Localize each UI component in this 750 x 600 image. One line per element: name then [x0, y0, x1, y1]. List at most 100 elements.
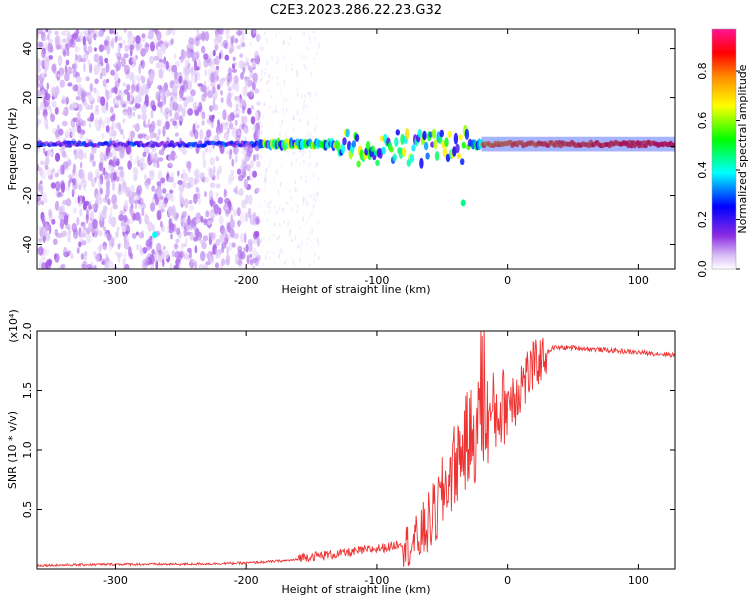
heatmap-cell [131, 72, 135, 82]
heatmap-cell [278, 253, 280, 259]
heatmap-cell [282, 111, 285, 117]
heatmap-cell [256, 153, 259, 161]
heatmap-cell [249, 42, 252, 47]
heatmap-cell [303, 159, 305, 164]
heatmap-cell [129, 152, 133, 162]
heatmap-cell [229, 228, 235, 238]
heatmap-cell [282, 249, 284, 255]
heatmap-cell [122, 39, 126, 46]
heatmap-cell [48, 55, 53, 60]
heatmap-cell [51, 218, 56, 225]
heatmap-cell [39, 180, 43, 185]
heatmap-cell [241, 149, 247, 155]
heatmap-cell [45, 164, 49, 170]
heatmap-cell [193, 193, 198, 204]
heatmap-cell [177, 180, 183, 185]
heatmap-cell [105, 35, 111, 42]
heatmap-cell [156, 119, 163, 128]
heatmap-cell [152, 231, 158, 239]
heatmap-cell [276, 75, 278, 80]
heatmap-cell [218, 52, 222, 60]
heatmap-cell [147, 152, 151, 162]
heatmap-cell [72, 178, 77, 186]
heatmap-cell [119, 210, 126, 215]
heatmap-cell [142, 151, 147, 158]
heatmap-cell [313, 30, 315, 33]
heatmap-cell [155, 90, 160, 101]
heatmap-cell [307, 131, 309, 137]
snr-x-tick-label: 0 [504, 574, 511, 587]
heatmap-cell [257, 237, 261, 247]
heatmap-cell [62, 38, 67, 43]
heatmap-cell [165, 30, 170, 36]
heatmap-cell [77, 118, 84, 127]
heatmap-cell [201, 84, 207, 93]
heatmap-cell [80, 31, 83, 40]
heatmap-cell [126, 235, 130, 242]
heatmap-cell [37, 225, 42, 230]
heatmap-cell [309, 39, 312, 44]
heatmap-cell [157, 101, 164, 108]
heatmap-cell [252, 72, 258, 83]
heatmap-cell [156, 187, 163, 198]
heatmap-cell [98, 178, 102, 189]
heatmap-cell [197, 83, 203, 87]
heatmap-cell [39, 167, 43, 177]
heatmap-cell [63, 246, 68, 258]
heatmap-cell [252, 170, 257, 178]
heatmap-cell [299, 258, 302, 262]
heatmap-cell [183, 101, 188, 108]
heatmap-cell [39, 41, 44, 48]
heatmap-cell [99, 72, 103, 80]
heatmap-cell [147, 221, 154, 232]
heatmap-cell [141, 162, 147, 170]
heatmap-cell [234, 119, 238, 126]
heatmap-cell [379, 135, 385, 142]
heatmap-cell [41, 262, 47, 269]
heatmap-cell [127, 111, 133, 119]
heatmap-cell [83, 254, 88, 261]
heatmap-cell [230, 169, 235, 175]
heatmap-cell [126, 69, 129, 78]
heatmap-cell [48, 258, 51, 267]
heatmap-cell [149, 254, 155, 265]
heatmap-cell [406, 158, 411, 167]
heatmap-cell [246, 164, 251, 172]
heatmap-cell [309, 162, 311, 165]
heatmap-frame [36, 28, 676, 270]
heatmap-cell [247, 194, 253, 206]
heatmap-cell [405, 128, 410, 140]
heatmap-cell [305, 104, 307, 109]
heatmap-cell [82, 195, 86, 204]
heatmap-cell [294, 263, 296, 266]
heatmap-cell [158, 63, 164, 69]
heatmap-cell [234, 61, 237, 67]
heatmap-cell [110, 126, 114, 131]
heatmap-cell [296, 204, 299, 208]
heatmap-cell [127, 30, 133, 42]
heatmap-cell [289, 37, 292, 40]
heatmap-cell [196, 124, 200, 129]
heatmap-cell [98, 63, 102, 72]
heatmap-cell [299, 244, 302, 250]
heatmap-cell [236, 207, 241, 217]
heatmap-cell [112, 203, 118, 210]
heatmap-y-tick-label: 20 [21, 91, 34, 105]
heatmap-cell [74, 165, 77, 173]
heatmap-cell [266, 60, 268, 66]
heatmap-cell [65, 96, 69, 105]
heatmap-cell [220, 225, 225, 236]
heatmap-cell [210, 72, 215, 83]
heatmap-cell [171, 205, 176, 216]
heatmap-cell [231, 83, 236, 89]
heatmap-cell [271, 125, 273, 128]
heatmap-cell [118, 183, 122, 192]
heatmap-cell [149, 55, 155, 64]
heatmap-cell [395, 129, 400, 136]
heatmap-cell [48, 38, 53, 44]
heatmap-cell [200, 250, 206, 262]
heatmap-cell [301, 54, 303, 59]
heatmap-cell [139, 244, 142, 254]
heatmap-cell [109, 206, 113, 218]
